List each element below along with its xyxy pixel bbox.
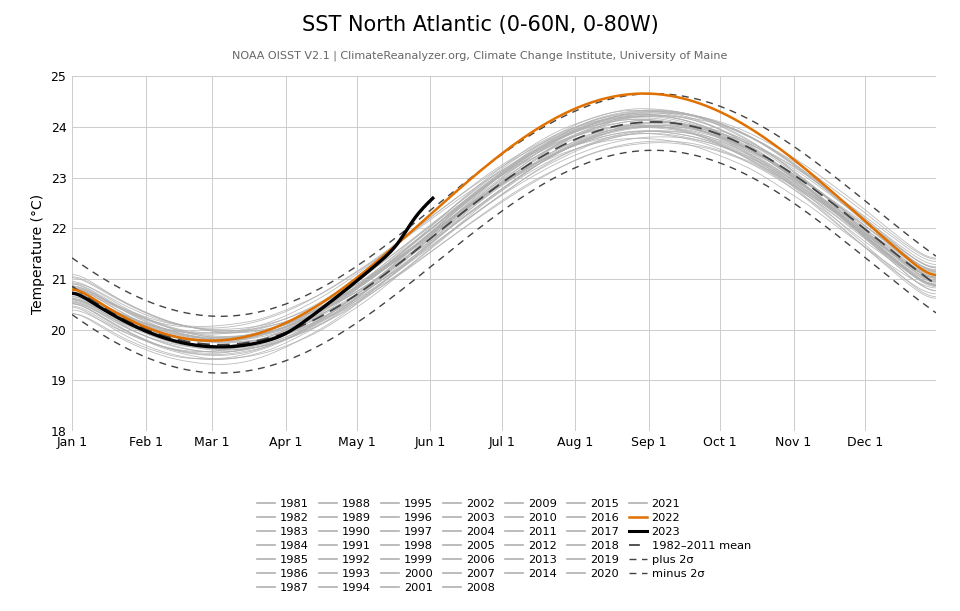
Y-axis label: Temperature (°C): Temperature (°C) bbox=[31, 194, 45, 313]
Legend: 1981, 1982, 1983, 1984, 1985, 1986, 1987, 1988, 1989, 1990, 1991, 1992, 1993, 19: 1981, 1982, 1983, 1984, 1985, 1986, 1987… bbox=[252, 495, 756, 598]
Text: SST North Atlantic (0-60N, 0-80W): SST North Atlantic (0-60N, 0-80W) bbox=[301, 15, 659, 35]
Text: NOAA OISST V2.1 | ClimateReanalyzer.org, Climate Change Institute, University of: NOAA OISST V2.1 | ClimateReanalyzer.org,… bbox=[232, 50, 728, 60]
